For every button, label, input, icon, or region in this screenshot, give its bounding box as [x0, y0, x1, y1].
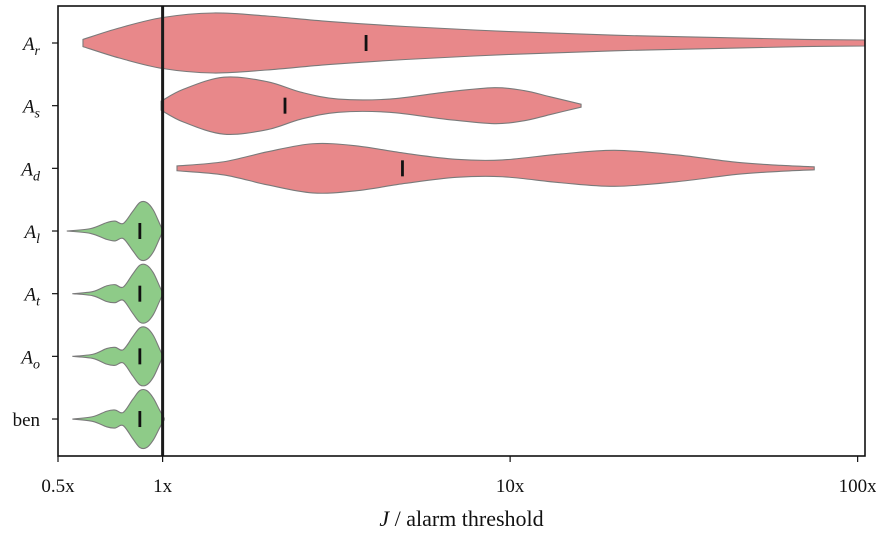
y-tick-label-Ad: Ad	[19, 159, 41, 184]
y-tick-label-As: As	[21, 97, 41, 122]
x-axis-label: J / alarm threshold	[379, 506, 543, 531]
violin-At	[72, 263, 164, 324]
violin-Ao	[72, 326, 164, 387]
x-tick-label-1x: 1x	[153, 476, 173, 497]
y-tick-label-At: At	[23, 285, 42, 310]
x-axis-ticks: 0.5x 1x 10x 100x	[41, 456, 876, 497]
x-axis-label-rest: / alarm threshold	[389, 506, 544, 531]
plot-frame	[57, 5, 866, 457]
y-tick-label-Ao: Ao	[19, 347, 40, 372]
violin-Ad	[176, 142, 815, 194]
y-axis-ticks: Ar As Ad Al At Ao ben	[13, 34, 58, 431]
x-axis-label-var: J	[379, 506, 390, 531]
x-tick-label-0.5x: 0.5x	[41, 476, 75, 497]
violin-layer	[66, 12, 865, 450]
y-tick-label-Ar: Ar	[21, 34, 41, 59]
y-tick-label-Al: Al	[23, 222, 41, 247]
violin-Ar	[82, 12, 865, 74]
x-tick-label-100x: 100x	[839, 476, 876, 497]
median-layer	[138, 35, 404, 428]
x-tick-label-10x: 10x	[496, 476, 525, 497]
violin-Al	[66, 200, 164, 262]
y-tick-label-ben: ben	[13, 410, 41, 431]
violin-ben	[72, 388, 165, 450]
violin-As	[160, 76, 582, 135]
